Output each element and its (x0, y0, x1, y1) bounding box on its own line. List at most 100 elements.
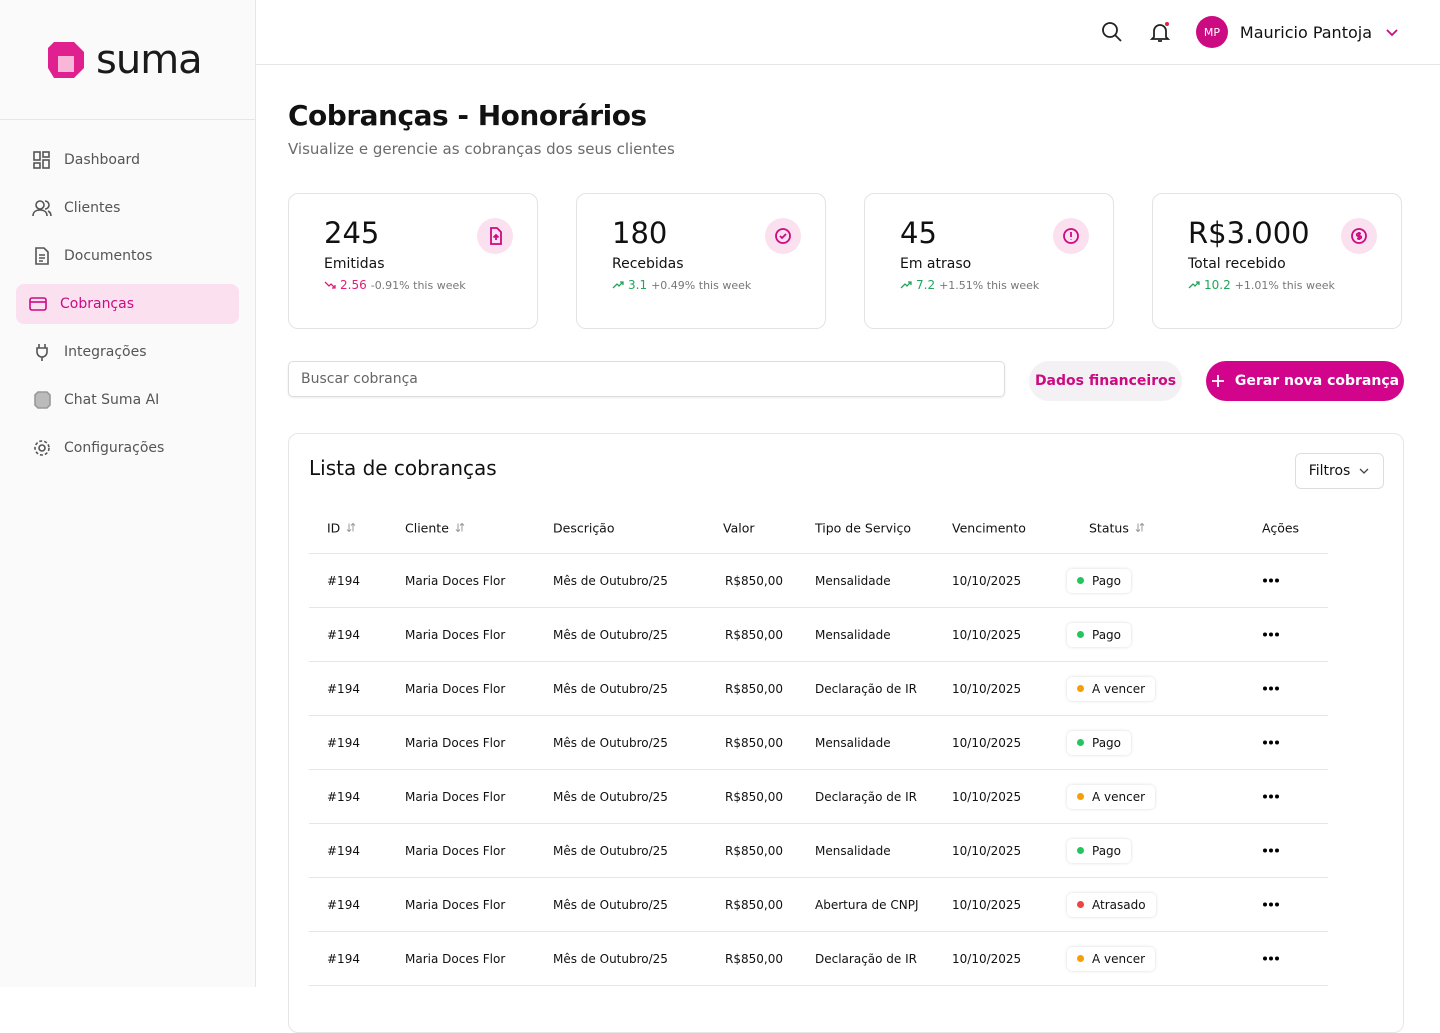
status-badge: A vencer (1067, 676, 1156, 701)
nav-item[interactable]: Dashboard (16, 140, 239, 180)
secondary-button[interactable]: Dados financeiros (1029, 361, 1182, 401)
cell: Declaração de IR (815, 951, 917, 966)
cell: 10/10/2025 (952, 573, 1022, 588)
cell: Maria Doces Flor (405, 789, 506, 804)
sort-icon[interactable] (455, 522, 465, 533)
nav-item[interactable]: Chat Suma AI (16, 380, 239, 420)
column-header: Cliente (405, 520, 465, 535)
nav-item[interactable]: Configurações (16, 428, 239, 468)
stat-value: 180 (612, 216, 668, 250)
stat-icon (765, 218, 801, 254)
trend-icon (1188, 281, 1200, 289)
cell: R$850,00 (725, 735, 783, 750)
list-panel: Lista de cobranças Filtros ID Cliente Desc… (288, 433, 1404, 1033)
status-label: Pago (1092, 735, 1122, 750)
icon (1063, 228, 1079, 244)
cell: Mensalidade (815, 735, 891, 750)
filter-button[interactable]: Filtros (1295, 453, 1384, 489)
table: ID Cliente Descrição Valor Tipo de Serviço Ve… (309, 502, 1328, 986)
row-actions[interactable] (1262, 946, 1280, 965)
cell: Declaração de IR (815, 789, 917, 804)
stat-change: +0.49% this week (651, 278, 752, 292)
nav-item[interactable]: Integrações (16, 332, 239, 372)
cell: Mês de Outubro/25 (553, 951, 668, 966)
stat-trend: 10.2 +1.01% this week (1188, 278, 1401, 292)
column-header: Ações (1262, 520, 1299, 535)
search-icon[interactable] (1100, 20, 1124, 44)
column-header: ID (327, 520, 356, 535)
cell: R$850,00 (725, 897, 783, 912)
stat-icon (1341, 218, 1377, 254)
row-actions[interactable] (1262, 838, 1280, 857)
status-label: Pago (1092, 627, 1122, 642)
nav-label: Integrações (64, 344, 147, 360)
row-actions[interactable] (1262, 568, 1280, 587)
more-icon (1263, 632, 1279, 637)
cell: Mês de Outubro/25 (553, 843, 668, 858)
stat-card: 45 Em atraso 7.2 +1.51% this week (864, 193, 1114, 329)
stat-change: -0.91% this week (370, 278, 466, 292)
icon (490, 227, 502, 245)
cell: Maria Doces Flor (405, 573, 506, 588)
column-header: Tipo de Serviço (815, 520, 911, 535)
column-label: Ações (1262, 520, 1300, 535)
user-menu[interactable]: MP Mauricio Pantoja (1195, 16, 1400, 48)
column-label: Vencimento (952, 520, 1026, 535)
cell: R$850,00 (725, 789, 783, 804)
row-actions[interactable] (1262, 730, 1280, 749)
column-header: Descrição (553, 520, 615, 535)
avatar: MP (1195, 16, 1228, 48)
status-label: A vencer (1092, 789, 1146, 804)
cell: 10/10/2025 (952, 789, 1022, 804)
status-badge: Pago (1067, 622, 1132, 647)
status-badge: Pago (1067, 568, 1132, 593)
status-badge: Pago (1067, 730, 1132, 755)
status-dot (1077, 577, 1084, 584)
cell: #194 (327, 789, 360, 804)
row-actions[interactable] (1262, 892, 1280, 911)
cell: Mês de Outubro/25 (553, 627, 668, 642)
sort-icon[interactable] (346, 522, 356, 533)
stat-card: R$3.000 Total recebido 10.2 +1.01% this wee… (1152, 193, 1402, 329)
chevron (1386, 29, 1398, 37)
row-actions[interactable] (1262, 676, 1280, 695)
bell-icon[interactable] (1148, 20, 1172, 44)
cell: R$850,00 (725, 681, 783, 696)
column-label: Descrição (553, 520, 615, 535)
nav-item[interactable]: Cobranças (16, 284, 239, 324)
cell: Mês de Outubro/25 (553, 789, 668, 804)
status-label: Pago (1092, 843, 1122, 858)
search-input[interactable]: Buscar cobrança (288, 361, 1005, 397)
table-row: #194 Maria Doces Flor Mês de Outubro/25 R$8… (309, 716, 1328, 770)
nav-label: Dashboard (64, 152, 140, 168)
row-actions[interactable] (1262, 784, 1280, 803)
row-actions[interactable] (1262, 622, 1280, 641)
filter-label: Filtros (1308, 463, 1351, 479)
sidebar: suma Dashboard Clientes Documentos Cobra… (0, 0, 256, 987)
primary-button[interactable]: Gerar nova cobrança (1206, 361, 1404, 401)
table-row: #194 Maria Doces Flor Mês de Outubro/25 R$8… (309, 554, 1328, 608)
table-row: #194 Maria Doces Flor Mês de Outubro/25 R$8… (309, 878, 1328, 932)
status-label: Pago (1092, 573, 1122, 588)
nav-item[interactable]: Clientes (16, 188, 239, 228)
stat-label: Total recebido (1188, 256, 1286, 272)
stat-icon (1053, 218, 1089, 254)
button-label: Gerar nova cobrança (1234, 373, 1400, 389)
icon (775, 228, 791, 244)
cell: #194 (327, 843, 360, 858)
sort-icon[interactable] (1135, 522, 1145, 533)
cell: Maria Doces Flor (405, 681, 506, 696)
status-label: Atrasado (1092, 897, 1146, 912)
stat-label: Emitidas (324, 256, 385, 272)
status-badge: Atrasado (1067, 892, 1156, 917)
cell: 10/10/2025 (952, 627, 1022, 642)
nav-item[interactable]: Documentos (16, 236, 239, 276)
main: Cobranças - Honorários Visualize e geren… (288, 65, 1404, 1033)
cell: Mês de Outubro/25 (553, 573, 668, 588)
table-row: #194 Maria Doces Flor Mês de Outubro/25 R$8… (309, 932, 1328, 986)
cell: #194 (327, 573, 360, 588)
status-dot (1077, 685, 1084, 692)
column-label: Valor (723, 520, 755, 535)
